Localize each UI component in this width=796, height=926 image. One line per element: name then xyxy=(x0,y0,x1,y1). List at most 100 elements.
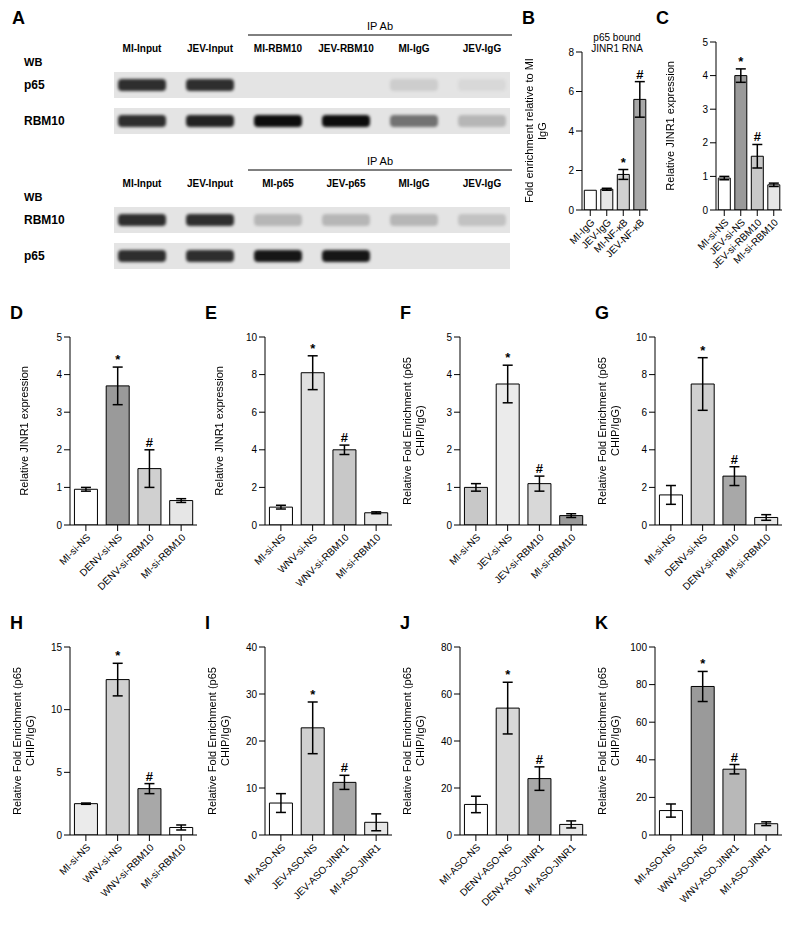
svg-text:0: 0 xyxy=(251,830,257,841)
svg-text:WNV-ASO-JINR1: WNV-ASO-JINR1 xyxy=(678,841,741,904)
svg-text:RBM10: RBM10 xyxy=(24,213,65,227)
svg-text:MI-ASO-JINR1: MI-ASO-JINR1 xyxy=(328,841,383,896)
svg-text:3: 3 xyxy=(446,407,452,418)
svg-text:*: * xyxy=(115,648,121,663)
svg-text:80: 80 xyxy=(636,679,648,690)
svg-text:#: # xyxy=(636,67,644,82)
svg-text:0: 0 xyxy=(568,205,574,216)
svg-text:#: # xyxy=(146,435,154,450)
svg-text:0: 0 xyxy=(641,830,647,841)
svg-text:40: 40 xyxy=(636,754,648,765)
svg-text:#: # xyxy=(341,430,349,445)
svg-text:#: # xyxy=(754,129,762,144)
svg-text:JEV-Input: JEV-Input xyxy=(187,178,234,189)
svg-text:10: 10 xyxy=(636,332,648,343)
svg-text:2: 2 xyxy=(641,482,647,493)
svg-text:8: 8 xyxy=(568,47,574,58)
svg-text:2: 2 xyxy=(56,444,62,455)
svg-text:JEV-ASO-JINR1: JEV-ASO-JINR1 xyxy=(291,841,351,901)
svg-text:IP Ab: IP Ab xyxy=(367,20,393,32)
svg-text:4: 4 xyxy=(56,369,62,380)
svg-text:1: 1 xyxy=(56,482,62,493)
svg-text:8: 8 xyxy=(641,369,647,380)
svg-text:*: * xyxy=(505,350,511,365)
svg-text:5: 5 xyxy=(446,332,452,343)
svg-text:10: 10 xyxy=(246,332,258,343)
svg-text:*: * xyxy=(621,155,627,170)
svg-text:*: * xyxy=(700,656,706,671)
svg-text:#: # xyxy=(341,760,349,775)
svg-text:80: 80 xyxy=(441,642,453,653)
svg-text:MI-Input: MI-Input xyxy=(123,178,163,189)
svg-text:2: 2 xyxy=(568,165,574,176)
svg-text:1: 1 xyxy=(702,171,708,182)
svg-text:JEV-IgG: JEV-IgG xyxy=(463,178,502,189)
svg-text:MI-RBM10: MI-RBM10 xyxy=(254,43,303,54)
svg-text:8: 8 xyxy=(251,369,257,380)
svg-text:WB: WB xyxy=(24,191,42,203)
svg-text:6: 6 xyxy=(568,86,574,97)
svg-text:0: 0 xyxy=(56,520,62,531)
svg-text:JEV-NF-κB: JEV-NF-κB xyxy=(603,216,646,259)
svg-text:6: 6 xyxy=(641,407,647,418)
svg-text:0: 0 xyxy=(702,205,708,216)
svg-text:JEV-IgG: JEV-IgG xyxy=(463,43,502,54)
svg-text:20: 20 xyxy=(441,783,453,794)
svg-text:#: # xyxy=(731,452,739,467)
svg-text:MI-si-RBM10: MI-si-RBM10 xyxy=(139,531,188,580)
svg-text:#: # xyxy=(536,752,544,767)
svg-text:5: 5 xyxy=(56,767,62,778)
svg-text:10: 10 xyxy=(51,704,63,715)
svg-text:WNV-si-RBM10: WNV-si-RBM10 xyxy=(99,841,157,899)
svg-text:MI-si-RBM10: MI-si-RBM10 xyxy=(529,531,578,580)
svg-text:0: 0 xyxy=(641,520,647,531)
svg-text:20: 20 xyxy=(636,792,648,803)
svg-text:20: 20 xyxy=(246,736,258,747)
svg-text:1: 1 xyxy=(446,482,452,493)
svg-text:15: 15 xyxy=(51,642,63,653)
svg-text:MI-si-RBM10: MI-si-RBM10 xyxy=(334,531,383,580)
svg-text:DENV-si-RBM10: DENV-si-RBM10 xyxy=(95,531,156,592)
svg-text:0: 0 xyxy=(446,520,452,531)
svg-text:*: * xyxy=(700,343,706,358)
svg-text:MI-IgG: MI-IgG xyxy=(398,178,429,189)
svg-text:4: 4 xyxy=(446,369,452,380)
svg-text:4: 4 xyxy=(568,126,574,137)
svg-text:WNV-si-RBM10: WNV-si-RBM10 xyxy=(294,531,352,589)
svg-text:WB: WB xyxy=(24,56,42,68)
svg-text:p65: p65 xyxy=(24,249,45,263)
svg-text:4: 4 xyxy=(702,70,708,81)
svg-text:JEV-p65: JEV-p65 xyxy=(327,178,366,189)
svg-text:5: 5 xyxy=(702,37,708,48)
svg-text:2: 2 xyxy=(251,482,257,493)
svg-text:3: 3 xyxy=(56,407,62,418)
svg-text:10: 10 xyxy=(246,783,258,794)
svg-text:DENV-si-RBM10: DENV-si-RBM10 xyxy=(680,531,741,592)
svg-text:JEV-RBM10: JEV-RBM10 xyxy=(318,43,374,54)
svg-text:MI-si-RBM10: MI-si-RBM10 xyxy=(731,216,780,265)
svg-text:#: # xyxy=(146,769,154,784)
svg-text:5: 5 xyxy=(56,332,62,343)
svg-text:40: 40 xyxy=(441,736,453,747)
svg-text:100: 100 xyxy=(630,642,647,653)
svg-text:60: 60 xyxy=(636,717,648,728)
svg-text:MI-si-RBM10: MI-si-RBM10 xyxy=(139,841,188,890)
svg-text:2: 2 xyxy=(702,137,708,148)
svg-text:30: 30 xyxy=(246,689,258,700)
svg-text:MI-ASO-JINR1: MI-ASO-JINR1 xyxy=(718,841,773,896)
svg-text:4: 4 xyxy=(641,444,647,455)
svg-text:*: * xyxy=(310,341,316,356)
svg-text:MI-ASO-JINR1: MI-ASO-JINR1 xyxy=(523,841,578,896)
svg-text:*: * xyxy=(738,54,744,69)
svg-text:#: # xyxy=(731,750,739,765)
svg-text:IP Ab: IP Ab xyxy=(367,155,393,167)
svg-text:0: 0 xyxy=(251,520,257,531)
svg-text:4: 4 xyxy=(251,444,257,455)
svg-text:0: 0 xyxy=(446,830,452,841)
svg-text:DENV-ASO-NS: DENV-ASO-NS xyxy=(458,841,515,898)
svg-text:MI-p65: MI-p65 xyxy=(262,178,294,189)
svg-text:JEV-Input: JEV-Input xyxy=(187,43,234,54)
svg-text:#: # xyxy=(536,461,544,476)
svg-text:RBM10: RBM10 xyxy=(24,114,65,128)
svg-text:2: 2 xyxy=(446,444,452,455)
